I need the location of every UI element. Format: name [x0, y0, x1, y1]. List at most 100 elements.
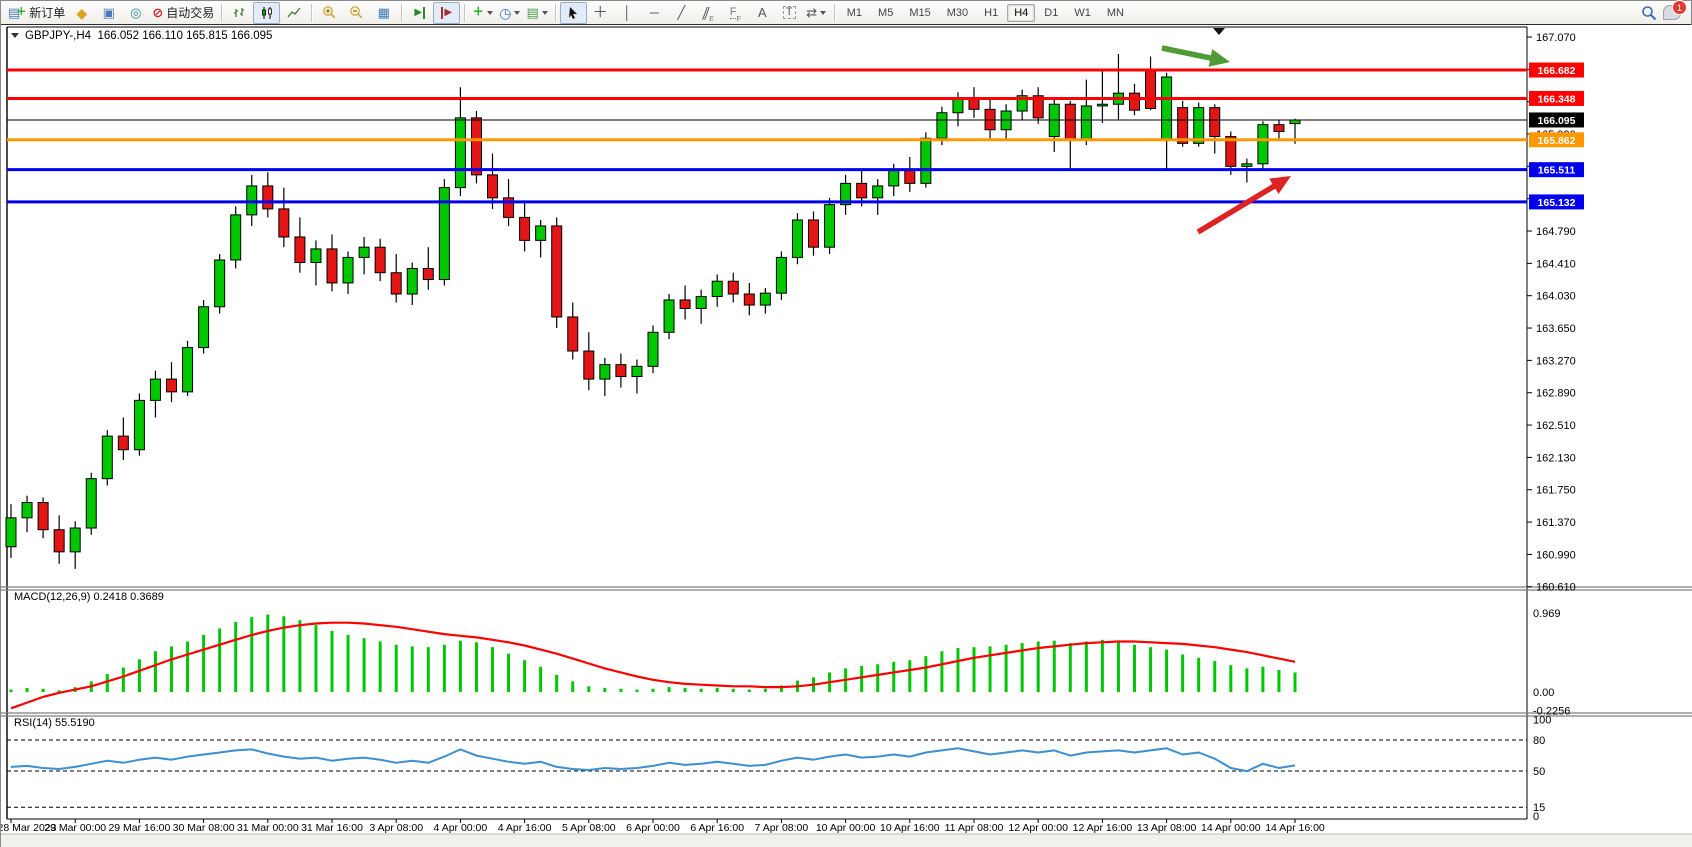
channel-button[interactable]: ∥ E — [695, 2, 722, 24]
svg-text:0.969: 0.969 — [1533, 608, 1561, 620]
timeframe-button-MN[interactable]: MN — [1106, 6, 1124, 19]
symbol-dropdown-icon[interactable] — [11, 33, 19, 39]
svg-text:28 Mar 2023: 28 Mar 2023 — [1, 822, 57, 834]
svg-text:164.790: 164.790 — [1536, 226, 1576, 238]
hline-objects[interactable]: 166.682 166.348 166.095 165.862 165.511 165.1… — [7, 62, 1584, 210]
new-order-button[interactable]: ▤ ＋ 新订单 — [5, 2, 68, 24]
chat-notification-icon[interactable]: 1 — [1663, 0, 1687, 20]
svg-text:167.070: 167.070 — [1536, 32, 1576, 44]
svg-text:166.348: 166.348 — [1538, 93, 1576, 105]
svg-text:161.370: 161.370 — [1536, 517, 1576, 529]
chart-shift-button[interactable]: ▶ — [433, 1, 461, 24]
toolbar-separator — [554, 3, 556, 22]
zoom-in-button[interactable] — [316, 2, 343, 24]
timeframe-group: M1 M5 M15 M30 H1 H4 D1 W1 MN — [839, 3, 1132, 22]
timeframe-button-D1[interactable]: D1 — [1044, 6, 1059, 19]
plus-icon: ＋ — [16, 6, 27, 18]
svg-text:165.511: 165.511 — [1538, 165, 1576, 177]
toolbar: ▤ ＋ 新订单 ◆ ▣ ◎ ⊘ 自动交易 ▦ ▶ ▶ — [1, 0, 1691, 25]
tile-windows-button[interactable]: ▦ — [370, 2, 397, 24]
svg-text:165.132: 165.132 — [1538, 197, 1576, 209]
svg-text:13 Apr 08:00: 13 Apr 08:00 — [1137, 822, 1197, 834]
market-watch-button[interactable]: ◆ — [68, 2, 95, 24]
text-label-button[interactable]: T — [776, 2, 803, 24]
svg-text:30 Mar 08:00: 30 Mar 08:00 — [173, 822, 235, 834]
svg-text:10 Apr 00:00: 10 Apr 00:00 — [816, 822, 876, 834]
terminal-button[interactable]: ◎ — [122, 2, 149, 24]
line-chart-button[interactable] — [280, 2, 307, 24]
timeframe-button-M15[interactable]: M15 — [909, 6, 931, 19]
periods-button[interactable]: ◷ — [496, 2, 523, 24]
fibonacci-icon: F — [729, 5, 737, 19]
auto-trading-button[interactable]: ⊘ 自动交易 — [149, 2, 217, 24]
green-arrow-head — [1208, 49, 1230, 67]
horizontal-line-icon: ─ — [649, 5, 659, 20]
chart-shift-marker-icon[interactable] — [1213, 28, 1225, 35]
horizontal-line-button[interactable]: ─ — [641, 2, 668, 24]
toolbar-separator — [464, 3, 466, 22]
chart-ohlc-values: 166.052 166.110 165.815 166.095 — [97, 30, 273, 42]
timeframe-button-W1[interactable]: W1 — [1074, 6, 1091, 19]
auto-scroll-button[interactable]: ▶ — [406, 2, 433, 24]
timeframe-button-H4[interactable]: H4 — [1007, 3, 1036, 22]
toolbar-separator — [311, 3, 313, 22]
dropdown-caret-icon — [514, 10, 521, 15]
candles-layer — [5, 54, 1301, 569]
bar-chart-button[interactable] — [226, 2, 253, 24]
pane-frames — [1, 25, 1692, 847]
text-label-icon: T — [782, 6, 796, 19]
green-arrow — [1161, 45, 1215, 62]
svg-text:10 Apr 16:00: 10 Apr 16:00 — [880, 822, 940, 834]
trendline-button[interactable]: ╱ — [668, 2, 695, 24]
templates-icon: ▤ — [526, 5, 539, 20]
crosshair-button[interactable]: ＋ — [587, 2, 614, 24]
toolbar-separator — [221, 3, 223, 22]
arrows-icon: ⇄ — [806, 5, 818, 20]
channel-sub: E — [709, 15, 714, 23]
terminal-icon: ◎ — [130, 5, 142, 20]
navigator-icon: ▣ — [102, 5, 115, 20]
dropdown-caret-icon — [486, 10, 493, 15]
indicators-button[interactable]: ＋ — [469, 2, 496, 24]
chart-symbol-period: GBPJPY-,H4 — [25, 30, 92, 42]
new-order-label: 新订单 — [29, 5, 66, 20]
svg-text:161.750: 161.750 — [1536, 485, 1576, 497]
arrow-annotations[interactable] — [1161, 45, 1291, 235]
vertical-line-button[interactable]: │ — [614, 2, 641, 24]
rsi-pane: 100 80 50 150 — [7, 714, 1551, 823]
timeframe-button-M5[interactable]: M5 — [878, 6, 894, 19]
indicators-icon: ＋ — [472, 6, 484, 18]
templates-button[interactable]: ▤ — [523, 2, 550, 24]
notification-badge: 1 — [1672, 0, 1687, 15]
periods-clock-icon: ◷ — [499, 4, 512, 21]
svg-text:14 Apr 00:00: 14 Apr 00:00 — [1201, 822, 1261, 834]
auto-scroll-bar — [423, 6, 426, 19]
cursor-button[interactable] — [559, 1, 587, 24]
zoom-in-icon — [323, 6, 336, 19]
cursor-icon — [568, 6, 577, 19]
svg-text:5 Apr 08:00: 5 Apr 08:00 — [562, 822, 616, 834]
arrows-button[interactable]: ⇄ — [803, 2, 830, 24]
svg-text:166.095: 166.095 — [1538, 115, 1576, 127]
chart-shift-icon: ▶ — [444, 6, 453, 18]
svg-text:6 Apr 16:00: 6 Apr 16:00 — [690, 822, 744, 834]
rsi-indicator-label: RSI(14) 55.5190 — [14, 717, 95, 729]
svg-text:29 Mar 00:00: 29 Mar 00:00 — [44, 822, 106, 834]
search-icon[interactable] — [1641, 5, 1657, 21]
new-order-icon: ▤ — [8, 5, 21, 20]
candlestick-chart-button[interactable] — [253, 1, 281, 24]
text-button[interactable]: A — [749, 2, 776, 24]
timeframe-button-H1[interactable]: H1 — [984, 6, 999, 19]
svg-text:14 Apr 16:00: 14 Apr 16:00 — [1265, 822, 1325, 834]
svg-text:29 Mar 16:00: 29 Mar 16:00 — [108, 822, 170, 834]
timeframe-button-M30[interactable]: M30 — [946, 6, 969, 19]
zoom-out-button[interactable] — [343, 2, 370, 24]
bar-chart-icon — [233, 7, 244, 17]
navigator-button[interactable]: ▣ — [95, 2, 122, 24]
macd-indicator-label: MACD(12,26,9) 0.2418 0.3689 — [14, 591, 164, 603]
timeframe-button-M1[interactable]: M1 — [846, 6, 863, 19]
